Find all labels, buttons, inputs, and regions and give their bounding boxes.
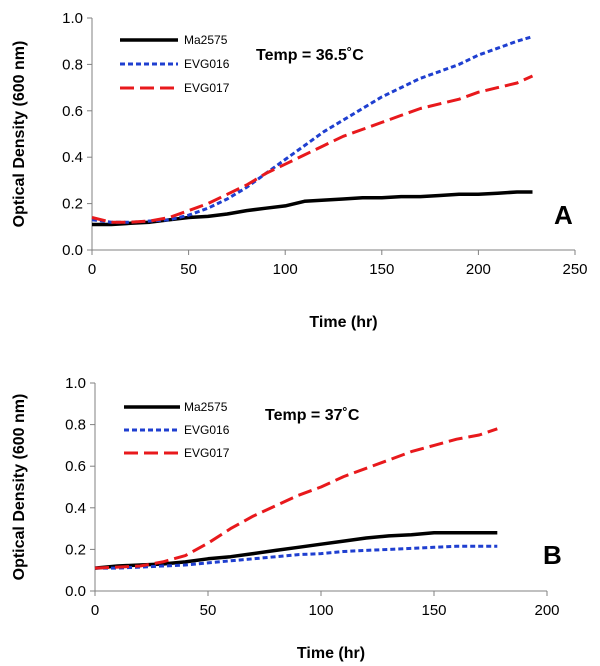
legend-label: EVG017 (184, 81, 230, 95)
x-tick-label: 100 (308, 602, 333, 619)
y-tick-label: 0.8 (62, 56, 83, 73)
y-tick-label: 0.8 (65, 417, 86, 434)
x-tick-label: 0 (88, 261, 96, 278)
x-axis-title: Time (hr) (309, 314, 377, 331)
y-tick-label: 0.6 (65, 458, 86, 475)
y-tick-label: 0.4 (65, 500, 86, 517)
series-line-evg016 (91, 35, 533, 224)
temperature-annotation: Temp = 37˚C (265, 407, 360, 424)
legend-label: EVG017 (184, 446, 230, 460)
legend-label: EVG016 (184, 57, 230, 71)
x-tick-label: 150 (369, 261, 394, 278)
y-tick-label: 1.0 (65, 375, 86, 392)
y-tick-label: 0.2 (62, 196, 83, 213)
series-line-evg016 (95, 544, 498, 570)
x-axis-title: Time (hr) (297, 645, 365, 662)
y-tick-label: 0.4 (62, 149, 83, 166)
panel-label: B (543, 540, 562, 570)
y-tick-label: 0.0 (62, 242, 83, 259)
series-line-evg017 (94, 427, 498, 570)
x-tick-label: 150 (421, 602, 446, 619)
legend-label: EVG016 (184, 423, 230, 437)
x-tick-label: 200 (466, 261, 491, 278)
legend-label: Ma2575 (184, 400, 228, 414)
y-axis-title: Optical Density (600 nm) (11, 394, 28, 581)
temperature-annotation: Temp = 36.5˚C (256, 47, 364, 64)
y-axis-title: Optical Density (600 nm) (11, 41, 28, 228)
y-tick-label: 0.0 (65, 583, 86, 600)
x-tick-label: 50 (180, 261, 197, 278)
x-tick-label: 250 (562, 261, 587, 278)
y-tick-label: 1.0 (62, 10, 83, 27)
x-tick-label: 200 (534, 602, 559, 619)
panel-label: A (554, 200, 573, 230)
y-tick-label: 0.2 (65, 541, 86, 558)
x-tick-label: 0 (91, 602, 99, 619)
y-tick-label: 0.6 (62, 103, 83, 120)
chart-panel-b: 0 50 100 150 200 0.0 0.2 0.4 0.6 0.8 1.0 Time (hr) O… (11, 375, 562, 662)
chart-panel-a: 0 50 100 150 200 250 0.0 0.2 0.4 0.6 0.8 1.0 Time (h… (11, 10, 588, 331)
x-tick-label: 50 (200, 602, 217, 619)
x-tick-label: 100 (273, 261, 298, 278)
series-line-ma2575 (94, 531, 498, 570)
legend-label: Ma2575 (184, 33, 228, 47)
